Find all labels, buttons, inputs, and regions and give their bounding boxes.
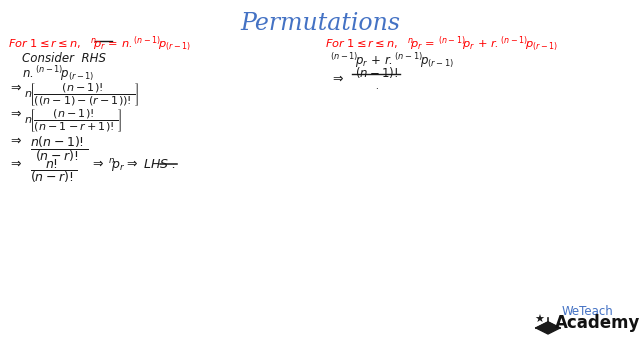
Text: $\Rightarrow$: $\Rightarrow$ — [330, 72, 344, 85]
Text: $\Rightarrow$: $\Rightarrow$ — [8, 157, 22, 170]
Text: $\Rightarrow$: $\Rightarrow$ — [8, 81, 22, 94]
Text: n$\!\left[\dfrac{(n-1)!}{(n-1-r+1)!}\right]$: n$\!\left[\dfrac{(n-1)!}{(n-1-r+1)!}\rig… — [24, 107, 122, 134]
Text: $\cdot$: $\cdot$ — [375, 82, 379, 91]
Text: $\Rightarrow$: $\Rightarrow$ — [90, 157, 104, 170]
Text: $\Rightarrow$: $\Rightarrow$ — [8, 134, 22, 147]
Text: $^{(n-1)}\!p_r$ + r.$\,^{(n-1)}\!p_{(r-1)}$: $^{(n-1)}\!p_r$ + r.$\,^{(n-1)}\!p_{(r-1… — [330, 52, 454, 71]
Text: $(n-1)!$: $(n-1)!$ — [355, 65, 398, 80]
Text: $^n\!p_r \Rightarrow$ LHS .: $^n\!p_r \Rightarrow$ LHS . — [108, 157, 176, 174]
Text: $\dfrac{n!}{(n-r)!}$: $\dfrac{n!}{(n-r)!}$ — [30, 157, 77, 185]
Text: $\dfrac{n(n-1)!}{(n-r)!}$: $\dfrac{n(n-1)!}{(n-r)!}$ — [30, 134, 88, 164]
Text: n$\!\left[\dfrac{(n-1)!}{((n-1)-(r-1))!}\right]$: n$\!\left[\dfrac{(n-1)!}{((n-1)-(r-1))!}… — [24, 81, 140, 108]
Text: Academy: Academy — [555, 314, 640, 332]
Text: Consider  RHS: Consider RHS — [22, 52, 106, 65]
Text: WeTeach: WeTeach — [562, 305, 614, 318]
Text: For $1 \leq r \leq n,$  $^n\!p_r$ = n.$\,^{(n-1)}\!p_{(r-1)}$: For $1 \leq r \leq n,$ $^n\!p_r$ = n.$\,… — [8, 34, 191, 53]
Text: ★: ★ — [534, 315, 544, 325]
Text: Permutations: Permutations — [240, 12, 400, 35]
Polygon shape — [536, 322, 560, 334]
Text: $\Rightarrow$: $\Rightarrow$ — [8, 107, 22, 120]
Text: For $1 \leq r \leq n,$  $^n\!p_r$ = $^{(n-1)}\!p_r$ + r.$\,^{(n-1)}\!p_{(r-1)}$: For $1 \leq r \leq n,$ $^n\!p_r$ = $^{(n… — [325, 34, 558, 53]
Text: n.$\,^{(n-1)}\!p_{(r-1)}$: n.$\,^{(n-1)}\!p_{(r-1)}$ — [22, 65, 95, 84]
